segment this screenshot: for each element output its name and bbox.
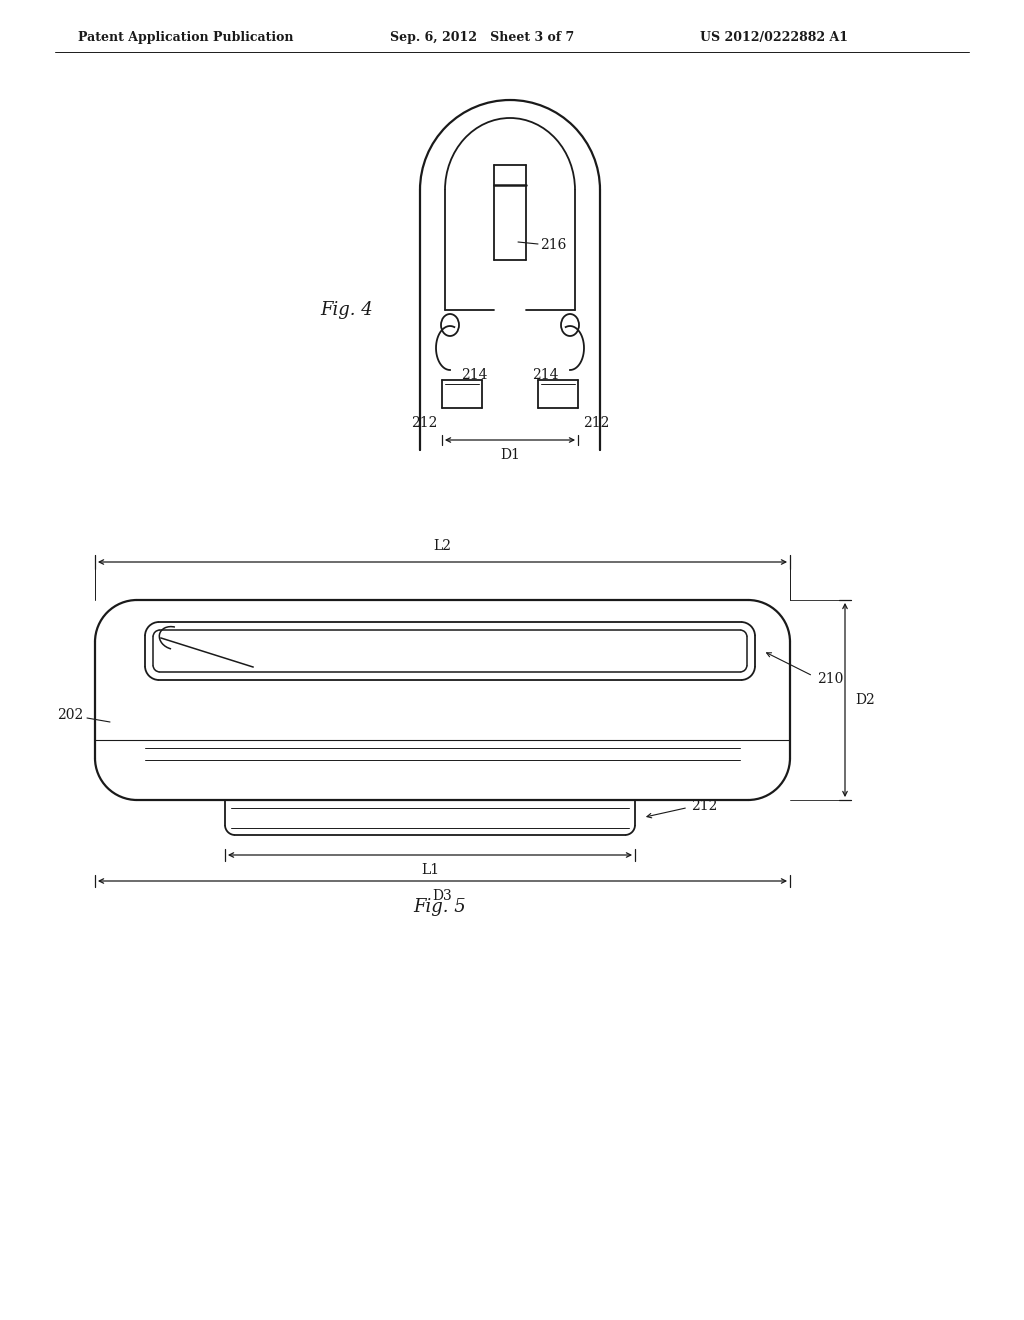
Text: Sep. 6, 2012   Sheet 3 of 7: Sep. 6, 2012 Sheet 3 of 7 bbox=[390, 30, 574, 44]
Text: Patent Application Publication: Patent Application Publication bbox=[78, 30, 294, 44]
Text: 212: 212 bbox=[411, 416, 437, 430]
Text: 210: 210 bbox=[817, 672, 844, 686]
Text: 216: 216 bbox=[540, 238, 566, 252]
Text: 202: 202 bbox=[56, 708, 83, 722]
Text: D3: D3 bbox=[432, 888, 453, 903]
Text: 214: 214 bbox=[532, 368, 558, 381]
Text: US 2012/0222882 A1: US 2012/0222882 A1 bbox=[700, 30, 848, 44]
Text: D1: D1 bbox=[500, 447, 520, 462]
Text: 212: 212 bbox=[583, 416, 609, 430]
Text: L1: L1 bbox=[421, 863, 439, 876]
Text: D2: D2 bbox=[855, 693, 874, 708]
Text: Fig. 5: Fig. 5 bbox=[414, 898, 466, 916]
Text: L2: L2 bbox=[433, 539, 452, 553]
Text: 212: 212 bbox=[691, 799, 718, 813]
Text: Fig. 4: Fig. 4 bbox=[319, 301, 373, 319]
Text: 214: 214 bbox=[462, 368, 488, 381]
